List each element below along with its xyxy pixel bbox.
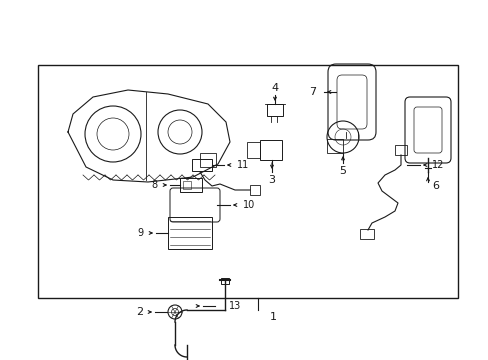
Text: 1: 1 [269, 312, 276, 322]
Text: 6: 6 [431, 181, 438, 191]
Bar [260, 140, 282, 160]
Text: 5: 5 [339, 166, 346, 176]
Text: 9: 9 [138, 228, 143, 238]
Bar [359, 229, 373, 239]
Bar [246, 142, 260, 158]
Text: 13: 13 [228, 301, 241, 311]
Bar [38, 65, 457, 298]
Text: 3: 3 [268, 175, 275, 185]
Bar [168, 217, 212, 249]
Text: 8: 8 [152, 180, 158, 190]
Text: 11: 11 [237, 160, 249, 170]
Bar [192, 159, 212, 171]
Bar [249, 185, 260, 195]
Text: 4: 4 [271, 83, 278, 93]
Bar [221, 278, 228, 284]
Bar [326, 139, 342, 153]
Text: 10: 10 [243, 200, 255, 210]
Bar [266, 104, 283, 116]
Text: 12: 12 [431, 160, 444, 170]
Text: 7: 7 [308, 87, 315, 97]
Bar [180, 178, 202, 192]
Bar [394, 145, 406, 155]
Bar [200, 153, 216, 167]
Bar [183, 181, 191, 189]
Text: 2: 2 [136, 307, 142, 317]
